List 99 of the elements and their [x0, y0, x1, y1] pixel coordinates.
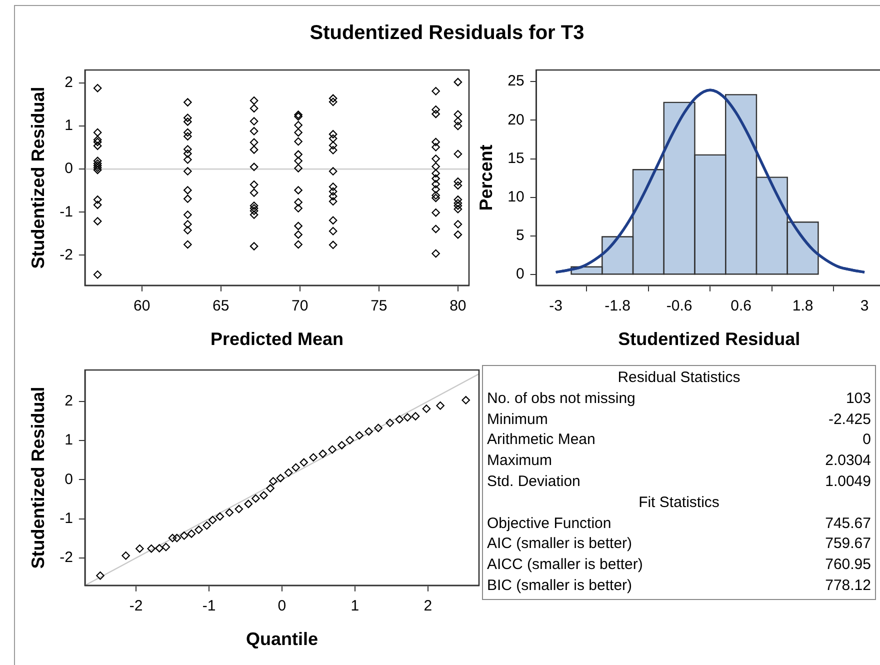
x-tick-label: 0 [278, 598, 286, 615]
category-label: Maximum [487, 451, 552, 472]
category-label: AIC (smaller is better) [487, 534, 632, 554]
text: Residual Statistics [616, 368, 742, 388]
y-tick-label: 5 [516, 227, 524, 244]
x-tick-label: 75 [370, 298, 388, 315]
point [136, 544, 144, 553]
point [260, 491, 268, 500]
point [172, 534, 182, 542]
y-tick-label: 10 [508, 188, 524, 206]
point [244, 500, 253, 508]
point [122, 551, 130, 560]
point [374, 424, 382, 432]
category-label: No. of obs not missing [487, 388, 636, 409]
chart-title: Studentized Residuals for T3 [308, 22, 586, 45]
point [386, 418, 394, 428]
y-tick-label: 15 [508, 150, 524, 167]
x-tick-label: 65 [212, 298, 230, 315]
x-tick-label: -0.6 [666, 298, 692, 315]
y-tick-label: 1 [64, 432, 73, 449]
category-label: Arithmetic Mean [487, 430, 596, 450]
point [276, 474, 285, 482]
y-tick-label: -1 [60, 203, 73, 220]
data-label: -2.425 [828, 410, 871, 430]
y-tick-label: -1 [60, 510, 73, 527]
point [168, 534, 177, 542]
point [252, 494, 260, 503]
y-axis-title: Studentized Residual [28, 386, 48, 569]
y-tick-label: 0 [516, 266, 524, 283]
point [155, 544, 164, 552]
y-tick-label: 0 [64, 160, 73, 178]
y-tick-label: 2 [64, 74, 73, 92]
x-tick-label: -1.8 [604, 298, 630, 315]
y-tick-label: -2 [60, 246, 73, 264]
point [462, 396, 470, 404]
x-tick-label: -3 [549, 298, 563, 315]
y-tick-label: 1 [64, 117, 73, 134]
y-axis-title: Percent [476, 144, 496, 211]
point [422, 404, 431, 413]
y-tick-label: 20 [508, 111, 524, 128]
x-tick-label: 1.8 [792, 298, 814, 315]
point [309, 453, 318, 462]
category-label: Minimum [487, 410, 548, 430]
point [180, 532, 188, 540]
x-tick-label: 60 [133, 298, 150, 315]
y-tick-label: 2 [64, 392, 73, 410]
point [346, 436, 354, 444]
point [318, 450, 327, 458]
point [328, 445, 336, 454]
data-label: 759.67 [825, 534, 871, 554]
x-tick-label: -1 [202, 598, 216, 615]
point [96, 571, 104, 580]
data-label: 0 [862, 430, 871, 450]
x-axis-title: Studentized Residual [618, 329, 800, 350]
point [162, 542, 170, 552]
data-label: 745.67 [825, 514, 871, 534]
point [411, 412, 420, 420]
point [395, 415, 404, 424]
y-tick-label: 0 [64, 470, 73, 488]
point [364, 427, 373, 436]
point [234, 504, 244, 514]
point [202, 521, 211, 530]
x-tick-label: -2 [129, 598, 143, 615]
point [216, 512, 224, 521]
x-tick-label: 80 [450, 298, 466, 315]
point [355, 431, 364, 440]
y-tick-label: 25 [508, 72, 524, 90]
category-label: AICC (smaller is better) [487, 555, 643, 576]
point [284, 468, 293, 477]
x-tick-label: 0.6 [730, 298, 752, 315]
point [403, 413, 412, 422]
point [187, 530, 196, 538]
text: Fit Statistics [638, 492, 720, 513]
point [266, 484, 274, 492]
point [300, 458, 308, 467]
data-label: 778.12 [825, 576, 871, 596]
point [292, 463, 300, 472]
y-axis-title: Studentized Residual [28, 86, 48, 269]
point [225, 508, 234, 517]
data-label: 2.0304 [825, 451, 871, 472]
point [208, 516, 217, 524]
x-tick-label: 3 [860, 298, 869, 315]
data-label: 760.95 [825, 555, 871, 576]
x-axis-title: Quantile [246, 629, 318, 650]
point [436, 401, 444, 410]
x-tick-label: 1 [350, 598, 360, 615]
data-label: 1.0049 [825, 472, 871, 492]
category-label: Std. Deviation [487, 472, 580, 492]
y-tick-label: -2 [60, 549, 73, 566]
x-tick-label: 70 [292, 298, 308, 315]
point [269, 477, 278, 486]
point [194, 526, 203, 534]
x-tick-label: 2 [424, 598, 432, 615]
x-axis-title: Predicted Mean [210, 329, 344, 350]
category-label: Objective Function [487, 514, 612, 534]
point [338, 441, 346, 450]
data-label: 103 [846, 388, 871, 409]
point [147, 544, 156, 553]
category-label: BIC (smaller is better) [487, 576, 632, 596]
